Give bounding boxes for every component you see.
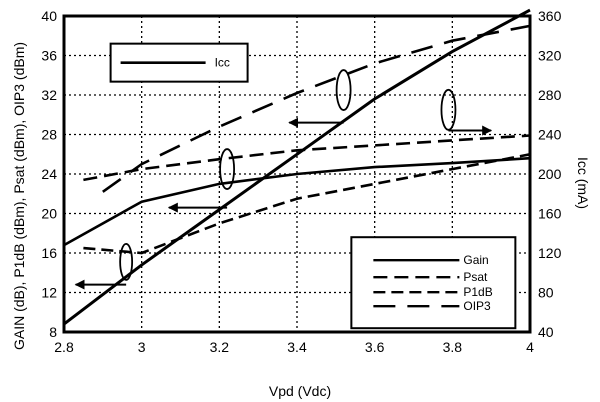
legend-icc-label: Icc: [215, 56, 230, 70]
x-tick-label: 3: [138, 339, 146, 355]
psat-annotation-ellipse: [219, 148, 236, 190]
x-tick-labels: 2.8 3 3.2 3.4 3.6 3.8 4: [54, 339, 534, 355]
x-tick-label: 3.8: [443, 339, 463, 355]
annotation-arrows: [74, 69, 493, 290]
y-left-tick-label: 16: [41, 245, 57, 261]
legend-label-gain: Gain: [463, 253, 488, 267]
plot-area: [62, 14, 532, 334]
series-line-psat: [83, 134, 531, 182]
oip3-annotation-ellipse: [335, 69, 352, 111]
legend-label-p1db: P1dB: [463, 285, 492, 299]
y-left-axis-label: GAIN (dB), P1dB (dBm), Psat (dBm), OIP3 …: [11, 42, 27, 350]
series-line-oip3: [102, 24, 531, 193]
x-tick-label: 3.4: [287, 339, 307, 355]
legend-series-box: [350, 236, 517, 330]
y-right-tick-labels: 40 80 120 160 200 240 280 320 360: [538, 8, 562, 340]
x-tick-label: 3.2: [210, 339, 230, 355]
series-line-p1db: [83, 153, 531, 255]
y-right-tick-label: 360: [538, 8, 562, 24]
y-right-tick-label: 120: [538, 245, 562, 261]
x-tick-label: 2.8: [54, 339, 74, 355]
y-right-axis-label: Icc (mA): [575, 157, 591, 209]
series-group: [63, 8, 531, 326]
y-right-tick-label: 280: [538, 87, 562, 103]
y-right-tick-label: 200: [538, 166, 562, 182]
icc-annotation-ellipse: [440, 88, 457, 131]
x-tick-label: 4: [526, 339, 534, 355]
y-left-tick-label: 20: [41, 206, 57, 222]
series-line-icc: [63, 8, 531, 326]
y-right-tick-label: 240: [538, 127, 562, 143]
y-right-tick-label: 80: [538, 285, 554, 301]
y-right-tick-label: 320: [538, 48, 562, 64]
x-tick-label: 3.6: [365, 339, 385, 355]
x-axis-label: Vpd (Vdc): [269, 383, 331, 399]
legend-label-oip3: OIP3: [463, 299, 491, 313]
y-left-tick-label: 40: [41, 8, 57, 24]
y-left-tick-label: 32: [41, 87, 57, 103]
y-right-tick-label: 40: [538, 324, 554, 340]
p1db-annotation-ellipse: [119, 242, 134, 281]
y-right-tick-label: 160: [538, 206, 562, 222]
legend-label-psat: Psat: [463, 270, 488, 284]
y-left-tick-labels: 8 12 16 20 24 28 32 36 40: [41, 8, 57, 340]
y-left-tick-label: 24: [41, 166, 57, 182]
series-line-gain: [63, 156, 531, 247]
y-left-tick-label: 8: [49, 324, 57, 340]
y-left-tick-label: 28: [41, 127, 57, 143]
y-left-tick-label: 12: [41, 285, 57, 301]
y-left-tick-label: 36: [41, 48, 57, 64]
